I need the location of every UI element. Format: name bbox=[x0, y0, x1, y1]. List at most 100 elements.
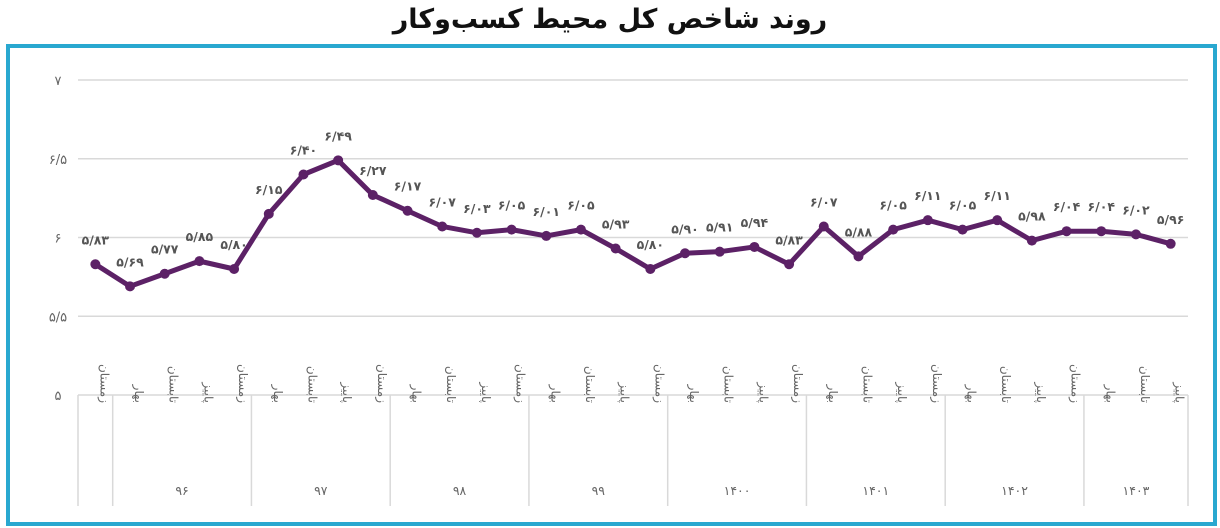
x-tick-label: پاییز bbox=[1172, 381, 1187, 403]
data-points bbox=[90, 155, 1176, 292]
data-point bbox=[784, 259, 795, 270]
year-label: ۱۴۰۱ bbox=[862, 483, 889, 498]
data-point bbox=[333, 155, 344, 166]
data-label: ۶/۰۵ bbox=[498, 198, 526, 213]
data-label: ۶/۱۱ bbox=[983, 188, 1010, 203]
data-point bbox=[1096, 226, 1107, 237]
data-label: ۵/۸۳ bbox=[775, 232, 803, 247]
x-tick-label: تابستان bbox=[1138, 366, 1152, 403]
data-point bbox=[159, 268, 170, 279]
x-tick-label: پاییز bbox=[617, 381, 632, 403]
data-point bbox=[229, 264, 240, 274]
x-tick-label: زمستان bbox=[790, 364, 805, 403]
x-tick-label: زمستان bbox=[1068, 364, 1083, 403]
x-axis: زمستان بهار تابستان پاییز زمستان بهار تابستان پ… bbox=[77, 364, 1189, 506]
data-point bbox=[853, 251, 864, 262]
data-point bbox=[922, 215, 933, 226]
data-point bbox=[1130, 229, 1141, 240]
data-point bbox=[194, 256, 205, 267]
year-label: ۱۴۰۳ bbox=[1123, 483, 1150, 498]
data-point bbox=[575, 224, 586, 235]
data-point bbox=[1026, 235, 1037, 246]
series-line bbox=[92, 157, 1174, 289]
data-point bbox=[1165, 238, 1176, 249]
year-label: ۹۸ bbox=[453, 483, 467, 498]
data-label: ۶/۰۲ bbox=[1122, 202, 1150, 217]
x-tick-label: زمستان bbox=[374, 364, 389, 403]
data-label: ۶/۰۱ bbox=[533, 204, 560, 219]
x-tick-label: زمستان bbox=[96, 364, 111, 403]
x-tick-label: بهار bbox=[547, 384, 562, 403]
x-tick-label: بهار bbox=[1102, 384, 1117, 403]
data-label: ۵/۷۷ bbox=[151, 242, 179, 257]
data-label: ۵/۹۸ bbox=[1018, 209, 1046, 224]
x-tick-label: پاییز bbox=[1033, 381, 1048, 403]
data-label: ۵/۹۴ bbox=[741, 215, 769, 230]
x-tick-label: پاییز bbox=[478, 381, 493, 403]
data-label: ۶/۱۷ bbox=[394, 179, 422, 194]
x-tick-label: تابستان bbox=[583, 366, 597, 403]
x-tick-label: تابستان bbox=[860, 366, 874, 403]
x-tick-label: بهار bbox=[409, 384, 424, 403]
x-tick-label: تابستان bbox=[305, 366, 319, 403]
y-tick-label: ۷ bbox=[55, 74, 62, 89]
data-label: ۶/۰۴ bbox=[1088, 199, 1116, 214]
x-tick-label: بهار bbox=[825, 384, 840, 403]
data-label: ۶/۴۰ bbox=[290, 143, 317, 158]
x-tick-label: پاییز bbox=[339, 381, 354, 403]
data-label: ۶/۱۵ bbox=[255, 182, 283, 197]
data-label: ۶/۴۹ bbox=[324, 128, 352, 143]
data-label: ۶/۰۷ bbox=[428, 194, 456, 209]
year-label: ۱۴۰۲ bbox=[1001, 483, 1028, 498]
x-tick-label: زمستان bbox=[513, 364, 528, 403]
y-tick-label: ۵/۵ bbox=[49, 310, 67, 325]
year-label: ۹۹ bbox=[592, 483, 606, 498]
data-point bbox=[471, 227, 482, 238]
chart-frame bbox=[6, 44, 1217, 526]
data-point bbox=[263, 208, 274, 219]
data-label: ۵/۸۰ bbox=[220, 237, 247, 252]
y-tick-label: ۶/۵ bbox=[49, 153, 67, 168]
x-tick-label: تابستان bbox=[722, 366, 736, 403]
y-tick-label: ۶ bbox=[55, 232, 62, 247]
data-label: ۵/۸۸ bbox=[845, 224, 873, 239]
data-label: ۵/۸۰ bbox=[637, 237, 664, 252]
data-point bbox=[957, 224, 968, 235]
data-point bbox=[645, 264, 656, 274]
data-point bbox=[818, 221, 829, 232]
x-tick-label: زمستان bbox=[235, 364, 250, 403]
data-point bbox=[506, 224, 517, 235]
data-point bbox=[749, 241, 760, 252]
data-label: ۶/۰۳ bbox=[463, 201, 491, 216]
data-label: ۶/۱۱ bbox=[914, 188, 941, 203]
data-point bbox=[437, 221, 448, 232]
year-label: ۹۶ bbox=[175, 483, 188, 498]
data-point bbox=[90, 259, 101, 270]
data-point bbox=[680, 248, 691, 259]
data-label: ۶/۰۵ bbox=[949, 198, 977, 213]
data-label: ۶/۰۵ bbox=[879, 198, 907, 213]
x-tick-label: پاییز bbox=[894, 381, 909, 403]
data-point bbox=[714, 246, 725, 257]
data-point bbox=[610, 243, 621, 254]
data-point bbox=[541, 230, 552, 241]
data-label: ۵/۹۰ bbox=[671, 221, 698, 236]
data-point bbox=[367, 189, 378, 200]
x-tick-label: پاییز bbox=[755, 381, 770, 403]
data-point bbox=[1061, 226, 1072, 237]
x-tick-label: بهار bbox=[964, 384, 979, 403]
data-label: ۵/۸۳ bbox=[82, 232, 110, 247]
y-axis: ۵ ۵/۵ ۶ ۶/۵ ۷ bbox=[49, 74, 67, 404]
x-tick-label: بهار bbox=[131, 384, 146, 403]
data-label: ۶/۰۷ bbox=[810, 194, 838, 209]
data-point bbox=[402, 205, 413, 216]
chart-title: روند شاخص کل محیط کسب‌وکار bbox=[392, 4, 828, 35]
year-label: ۱۴۰۰ bbox=[724, 483, 751, 498]
data-point bbox=[298, 169, 309, 180]
year-label: ۹۷ bbox=[314, 483, 328, 498]
data-label: ۶/۲۷ bbox=[359, 163, 387, 178]
y-tick-label: ۵ bbox=[55, 389, 62, 404]
data-point bbox=[125, 281, 136, 292]
x-tick-label: تابستان bbox=[167, 366, 181, 403]
x-tick-label: تابستان bbox=[444, 366, 458, 403]
